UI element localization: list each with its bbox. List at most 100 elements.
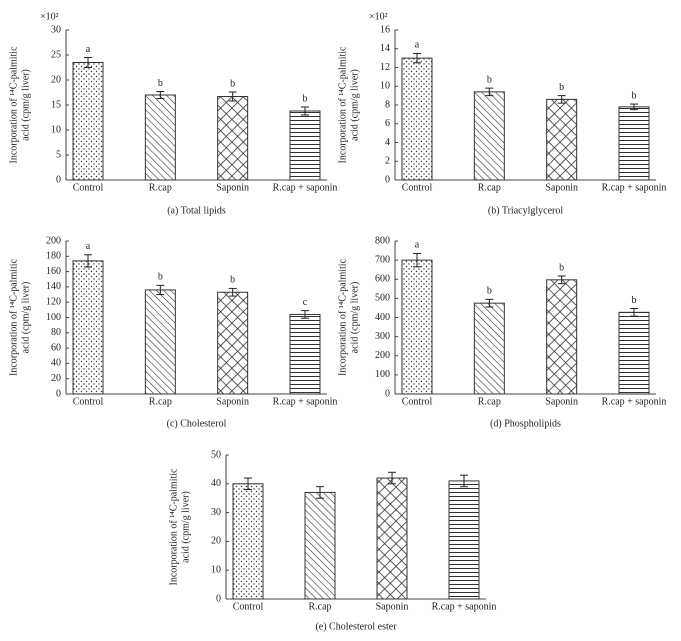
bar	[217, 96, 249, 181]
significance-letter: b	[632, 90, 637, 101]
bar	[473, 91, 505, 181]
bar	[618, 106, 650, 181]
bar	[289, 313, 321, 395]
y-axis-label: Incorporation of ¹⁴C-palmitic	[337, 46, 348, 164]
bar	[289, 110, 321, 181]
y-tick-label: 400	[375, 312, 390, 323]
bar	[144, 94, 176, 181]
significance-letter: b	[158, 272, 163, 283]
y-axis-label: Incorporation of ¹⁴C-palmitic	[8, 46, 19, 164]
y-tick-label: 0	[216, 593, 221, 604]
y-tick-label: 0	[385, 388, 390, 399]
y-axis-label: Incorporation of ¹⁴C-palmitic	[8, 258, 19, 376]
bar	[72, 62, 104, 181]
x-tick-label: R.cap	[149, 396, 172, 407]
y-tick-label: 140	[46, 281, 61, 292]
y-tick-label: 20	[211, 536, 221, 547]
y-tick-label: 200	[375, 350, 390, 361]
y-tick-label: 50	[211, 449, 221, 460]
y-tick-label: 60	[51, 342, 61, 353]
bar	[217, 291, 249, 395]
x-tick-label: Saponin	[545, 396, 578, 407]
x-tick-label: R.cap + saponin	[602, 396, 667, 407]
y-tick-label: 500	[375, 293, 390, 304]
x-tick-label: R.cap	[149, 182, 172, 193]
x-tick-label: Saponin	[216, 182, 249, 193]
y-axis-label: Incorporation of ¹⁴C-palmitic	[168, 468, 179, 586]
x-tick-label: Control	[233, 601, 264, 612]
y-tick-label: 8	[385, 99, 390, 110]
y-tick-label: 80	[51, 327, 61, 338]
bar	[401, 259, 433, 395]
y-tick-label: 2	[385, 156, 390, 167]
x-tick-label: Saponin	[545, 182, 578, 193]
x-tick-label: Saponin	[216, 396, 249, 407]
y-tick-label: 160	[46, 266, 61, 277]
significance-letter: a	[86, 44, 91, 55]
y-tick-label: 10	[380, 81, 390, 92]
x-tick-label: R.cap	[478, 182, 501, 193]
y-tick-label: 800	[375, 235, 390, 246]
y-tick-label: 600	[375, 274, 390, 285]
x-tick-label: R.cap + saponin	[273, 396, 338, 407]
significance-letter: a	[86, 241, 91, 252]
x-tick-label: Control	[73, 396, 104, 407]
y-axis-label: Incorporation of ¹⁴C-palmitic	[337, 258, 348, 376]
significance-letter: b	[230, 275, 235, 286]
y-tick-label: 14	[380, 43, 390, 54]
x-tick-label: R.cap + saponin	[432, 601, 497, 612]
y-tick-label: 0	[56, 174, 61, 185]
bar	[72, 260, 104, 395]
bar	[376, 477, 408, 600]
significance-letter: b	[303, 93, 308, 104]
y-tick-label: 25	[51, 49, 61, 60]
axis-multiplier: ×10²	[369, 11, 388, 22]
significance-letter: b	[487, 74, 492, 85]
significance-letter: c	[303, 297, 308, 308]
x-tick-label: Saponin	[376, 601, 409, 612]
bar	[473, 302, 505, 395]
x-tick-label: Control	[73, 182, 104, 193]
bar	[618, 311, 650, 395]
significance-letter: a	[415, 240, 420, 251]
y-axis-label: acid (cpm/g liver)	[349, 282, 360, 354]
y-tick-label: 700	[375, 254, 390, 265]
bar	[448, 480, 480, 600]
panel-caption: (c) Cholesterol	[167, 418, 227, 429]
bar	[232, 483, 264, 600]
y-tick-label: 16	[380, 24, 390, 35]
x-tick-label: R.cap + saponin	[602, 182, 667, 193]
axis-multiplier: ×10²	[40, 11, 59, 22]
y-tick-label: 40	[211, 478, 221, 489]
y-tick-label: 20	[51, 373, 61, 384]
significance-letter: b	[158, 78, 163, 89]
panel-caption: (b) Triacylglycerol	[488, 205, 563, 216]
y-tick-label: 6	[385, 118, 390, 129]
y-tick-label: 30	[51, 24, 61, 35]
bar	[401, 57, 433, 181]
panel-caption: (e) Cholesterol ester	[315, 621, 397, 632]
y-tick-label: 4	[385, 137, 390, 148]
y-axis-label: acid (cpm/g liver)	[349, 69, 360, 141]
x-tick-label: R.cap	[478, 396, 501, 407]
x-tick-label: Control	[402, 396, 433, 407]
significance-letter: a	[415, 40, 420, 51]
y-tick-label: 10	[211, 564, 221, 575]
significance-letter: b	[559, 262, 564, 273]
y-tick-label: 12	[380, 62, 390, 73]
y-tick-label: 15	[51, 99, 61, 110]
bar	[144, 289, 176, 395]
y-tick-label: 300	[375, 331, 390, 342]
x-tick-label: Control	[402, 182, 433, 193]
significance-letter: b	[487, 286, 492, 297]
y-tick-label: 10	[51, 124, 61, 135]
bar	[546, 98, 578, 181]
y-axis-label: acid (cpm/g liver)	[20, 282, 31, 354]
panel-caption: (d) Phospholipids	[490, 418, 561, 429]
x-tick-label: R.cap + saponin	[273, 182, 338, 193]
y-axis-label: acid (cpm/g liver)	[20, 69, 31, 141]
y-tick-label: 0	[385, 174, 390, 185]
y-tick-label: 100	[375, 369, 390, 380]
y-tick-label: 0	[56, 388, 61, 399]
y-axis-label: acid (cpm/g liver)	[180, 491, 191, 563]
